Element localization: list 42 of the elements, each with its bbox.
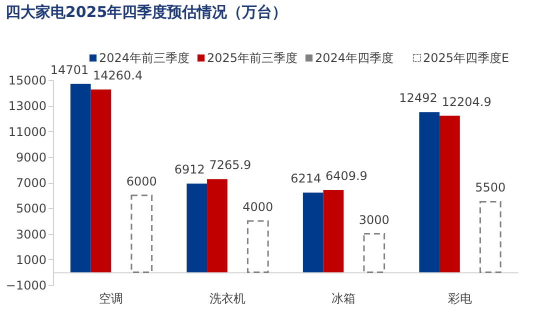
bar <box>323 190 344 272</box>
y-tick-label: 7000 <box>16 176 46 190</box>
bar <box>207 179 228 272</box>
data-label: 12204.9 <box>442 94 492 109</box>
bar <box>130 194 153 273</box>
y-tick-label: −1000 <box>6 278 46 292</box>
data-label: 3000 <box>358 212 390 227</box>
bar <box>440 116 460 272</box>
data-label: 6214 <box>290 172 322 186</box>
data-label: 6000 <box>126 174 157 188</box>
bar <box>90 89 112 272</box>
data-label: 14260.4 <box>92 68 143 82</box>
data-label: 14701 <box>50 62 89 77</box>
bar <box>302 192 324 272</box>
bar <box>363 233 386 273</box>
y-tick-label: 9000 <box>16 150 46 164</box>
legend-label: 2024年四季度 <box>315 51 394 65</box>
bar <box>70 84 91 272</box>
bar <box>479 200 502 273</box>
chart-title: 四大家电2025年四季度预估情况（万台） <box>5 3 288 21</box>
data-label: 6409.9 <box>325 169 368 184</box>
y-tick-label: 11000 <box>8 124 46 139</box>
data-label: 7265.9 <box>209 158 252 172</box>
legend-label: 2025年四季度E <box>423 51 510 65</box>
data-label: 12492 <box>399 91 438 106</box>
x-tick-label: 彩电 <box>448 292 472 306</box>
data-label: 6912 <box>174 162 205 177</box>
y-tick-label: 3000 <box>16 227 46 242</box>
bar <box>186 184 208 272</box>
data-label: 4000 <box>242 200 274 214</box>
legend-label: 2024年前三季度 <box>99 51 190 65</box>
bar <box>246 220 269 273</box>
data-label: 5500 <box>475 180 506 195</box>
x-tick-label: 冰箱 <box>332 292 356 306</box>
x-tick-label: 洗衣机 <box>209 292 246 306</box>
legend-label: 2025年前三季度 <box>207 51 298 65</box>
y-tick-label: 13000 <box>8 99 46 114</box>
x-tick-label: 空调 <box>99 292 124 306</box>
y-tick-label: 15000 <box>8 74 46 88</box>
bar <box>419 112 440 272</box>
y-tick-label: 5000 <box>16 202 46 216</box>
y-tick-label: 1000 <box>16 252 46 267</box>
